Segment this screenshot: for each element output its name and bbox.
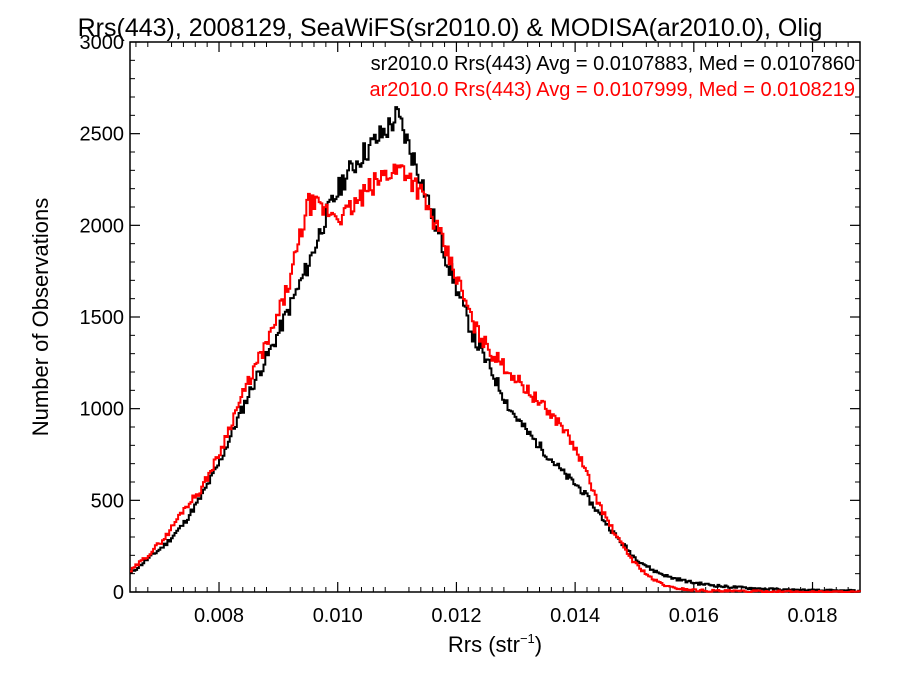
y-axis-label: Number of Observations (28, 198, 53, 436)
x-axis-label-main: Rrs (str (448, 632, 520, 657)
plot-frame (129, 41, 861, 593)
x-axis: 0.008 0.010 0.012 0.014 0.016 0.018 (135, 42, 861, 627)
x-axis-label: Rrs (str−1) (448, 631, 542, 657)
y-axis: 0 500 1000 1500 2000 2500 3000 (80, 32, 860, 604)
legend-entry-sr2010: sr2010.0 Rrs(443) Avg = 0.0107883, Med =… (371, 53, 855, 75)
y-tick-label: 500 (91, 490, 124, 512)
x-tick-label: 0.008 (194, 605, 244, 627)
x-tick-label: 0.010 (313, 605, 363, 627)
x-tick-label: 0.014 (550, 605, 600, 627)
series-sr2010-line (130, 106, 861, 593)
y-tick-label: 1000 (80, 399, 125, 421)
y-tick-label: 3000 (80, 32, 125, 54)
y-tick-label: 0 (113, 582, 124, 604)
x-axis-label-close: ) (535, 632, 542, 657)
x-axis-label-superscript: −1 (520, 631, 535, 646)
y-tick-label: 2500 (80, 124, 125, 146)
y-tick-label: 2000 (80, 215, 125, 237)
legend-entry-ar2010: ar2010.0 Rrs(443) Avg = 0.0107999, Med =… (369, 79, 855, 101)
series-layer (130, 106, 861, 593)
x-tick-label: 0.016 (669, 605, 719, 627)
x-tick-label: 0.012 (431, 605, 481, 627)
series-ar2010-line (130, 163, 861, 593)
y-tick-label: 1500 (80, 307, 125, 329)
chart-title: Rrs(443), 2008129, SeaWiFS(sr2010.0) & M… (78, 14, 823, 42)
x-tick-label: 0.018 (787, 605, 837, 627)
